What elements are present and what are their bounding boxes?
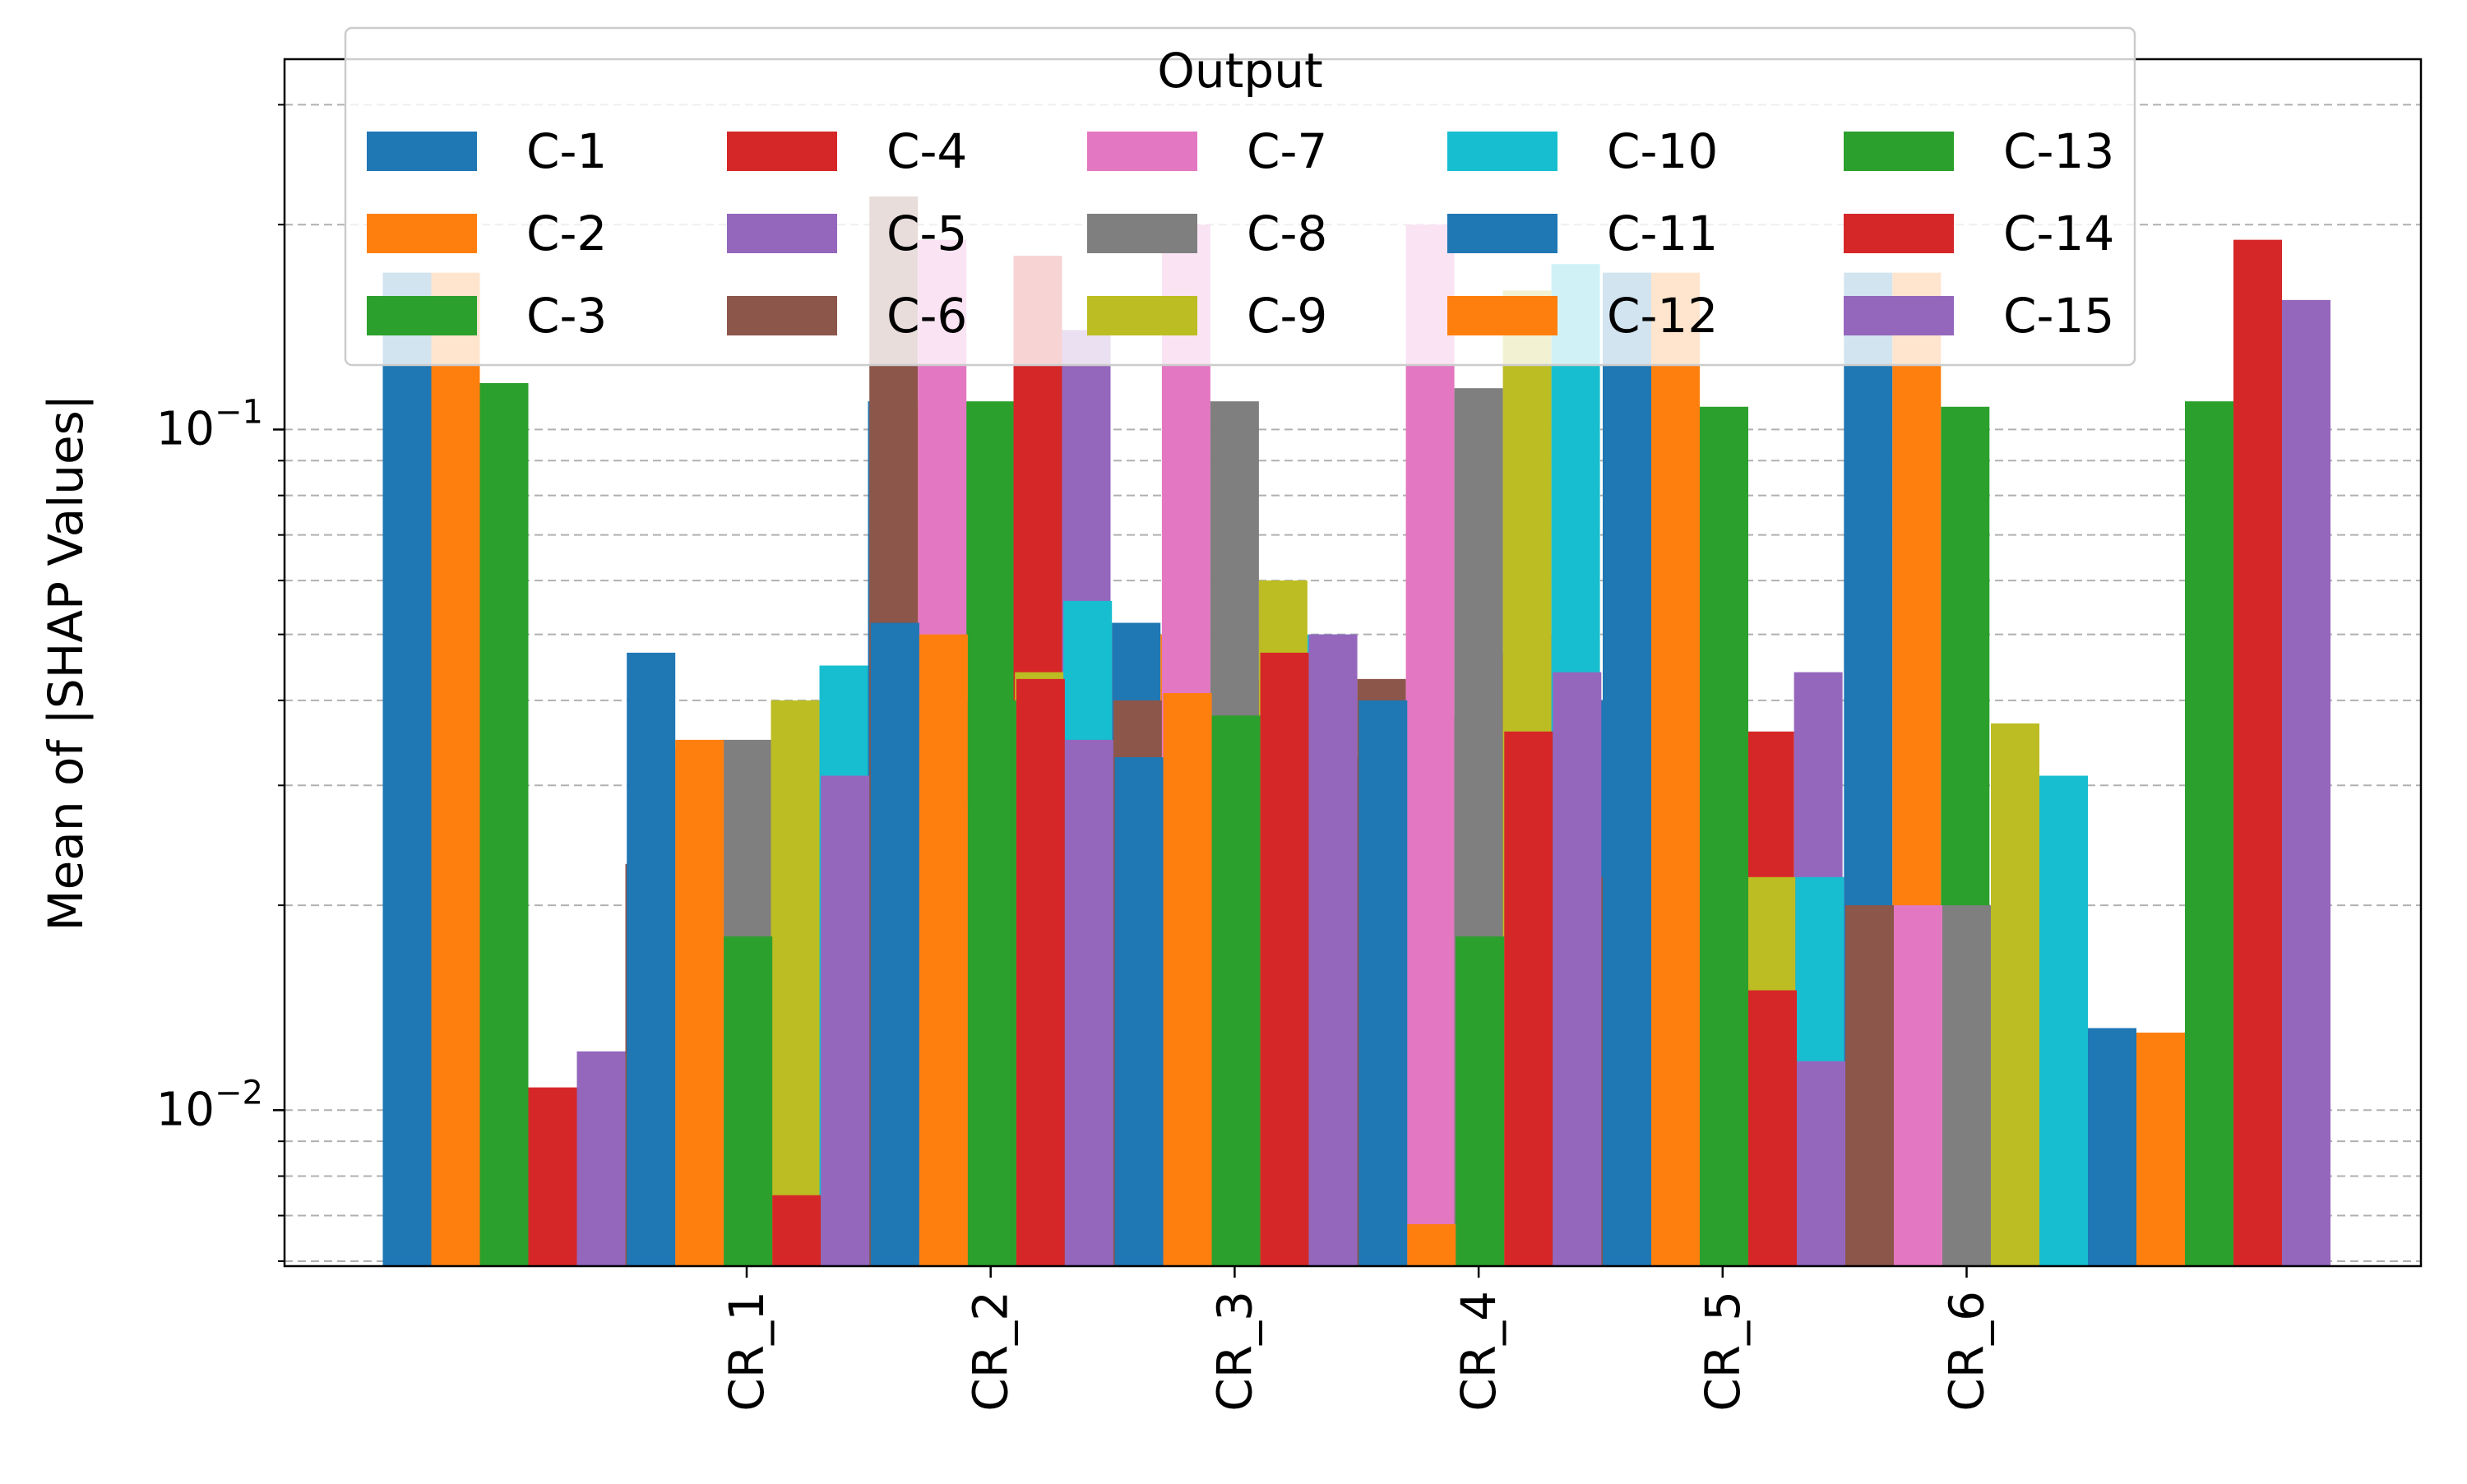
legend-label-C-1: C-1	[526, 123, 607, 179]
y-tick-label: 10−2	[156, 1074, 263, 1136]
bar-C-15-CR_6	[2282, 299, 2330, 1266]
legend-label-C-10: C-10	[1607, 123, 1718, 179]
bar-C-13-CR_6	[2185, 401, 2233, 1267]
legend-swatch-C-1	[367, 132, 477, 171]
bar-C-4-CR_5	[1504, 731, 1553, 1266]
legend: Output C-1C-2C-3C-4C-5C-6C-7C-8C-9C-10C-…	[344, 26, 2136, 367]
legend-swatch-C-12	[1447, 296, 1557, 335]
legend-swatch-C-5	[727, 214, 837, 253]
legend-label-C-4: C-4	[886, 123, 967, 179]
bar-C-1-CR_2	[627, 652, 676, 1266]
y-axis: 10−2 10−1	[156, 104, 285, 1262]
bar-C-11-CR_6	[2088, 1028, 2136, 1266]
bar-C-8-CR_6	[1942, 905, 1991, 1266]
legend-swatch-C-15	[1844, 296, 1954, 335]
y-axis-title: Mean of |SHAP Values|	[38, 395, 94, 932]
bar-C-6-CR_6	[1845, 905, 1894, 1266]
bar-C-1-CR_1	[382, 272, 432, 1266]
bar-C-12-CR_6	[2136, 1032, 2185, 1266]
legend-label-C-9: C-9	[1247, 288, 1327, 344]
bar-C-1-CR_4	[1114, 757, 1164, 1266]
bar-C-3-CR_5	[1456, 936, 1505, 1266]
bar-C-2-CR_3	[919, 634, 968, 1266]
legend-label-C-2: C-2	[526, 206, 607, 261]
bars	[382, 196, 2330, 1267]
bar-C-5-CR_4	[1308, 634, 1358, 1266]
bar-C-5-CR_2	[821, 775, 870, 1266]
x-tick-label: CR_6	[1939, 1291, 1995, 1412]
legend-swatch-C-4	[727, 132, 837, 171]
bar-C-14-CR_6	[2233, 239, 2282, 1267]
legend-box	[344, 26, 2136, 367]
x-tick-label: CR_2	[963, 1291, 1019, 1412]
bar-C-5-CR_3	[1064, 739, 1113, 1266]
legend-swatch-C-9	[1087, 296, 1197, 335]
bar-C-1-CR_3	[870, 622, 919, 1266]
bar-C-2-CR_1	[431, 272, 480, 1266]
bar-C-4-CR_3	[1016, 678, 1065, 1266]
y-tick-label: 10−1	[156, 393, 263, 455]
bar-C-3-CR_1	[479, 382, 529, 1266]
legend-label-C-14: C-14	[2003, 206, 2114, 261]
bar-C-1-CR_6	[1603, 272, 1651, 1266]
bar-C-3-CR_3	[967, 700, 1016, 1266]
legend-swatch-C-8	[1087, 214, 1197, 253]
bar-C-9-CR_6	[1991, 723, 2039, 1266]
x-tick-label: CR_5	[1695, 1291, 1751, 1412]
x-tick-label: CR_1	[719, 1291, 775, 1412]
x-tick-label: CR_3	[1206, 1291, 1262, 1412]
legend-label-C-6: C-6	[886, 288, 967, 344]
bar-C-4-CR_4	[1260, 652, 1309, 1266]
bar-C-9-CR_1	[771, 700, 820, 1266]
legend-label-C-7: C-7	[1247, 123, 1327, 179]
legend-swatch-C-11	[1447, 214, 1557, 253]
legend-swatch-C-6	[727, 296, 837, 335]
legend-label-C-8: C-8	[1247, 206, 1327, 261]
legend-items: C-1 C-2 C-3 C-4 C-5 C-6 C-7 C-8 C-9 C-10 C-11 C-12 C…	[367, 123, 2114, 344]
bar-C-5-CR_5	[1553, 672, 1602, 1266]
legend-label-C-15: C-15	[2003, 288, 2114, 344]
legend-label-C-3: C-3	[526, 288, 607, 344]
legend-label-C-12: C-12	[1607, 288, 1718, 344]
legend-swatch-C-2	[367, 214, 477, 253]
legend-label-C-13: C-13	[2003, 123, 2114, 179]
bar-C-4-CR_1	[528, 1087, 577, 1266]
bar-C-7-CR_6	[1894, 905, 1942, 1266]
bar-C-5-CR_1	[576, 1051, 626, 1266]
bar-C-7-CR_4	[1405, 224, 1455, 1266]
bar-C-3-CR_2	[724, 936, 773, 1266]
bar-C-10-CR_6	[2039, 775, 2088, 1266]
bar-C-2-CR_2	[675, 739, 724, 1266]
x-tick-label: CR_4	[1451, 1291, 1507, 1412]
bar-C-5-CR_6	[1797, 1061, 1845, 1266]
x-axis: CR_1 CR_2 CR_3 CR_4 CR_5 CR_6	[719, 1266, 1995, 1412]
legend-title: Output	[1157, 43, 1322, 99]
bar-C-3-CR_4	[1211, 715, 1261, 1266]
legend-swatch-C-10	[1447, 132, 1557, 171]
legend-label-C-5: C-5	[886, 206, 967, 261]
bar-C-2-CR_6	[1651, 272, 1700, 1266]
legend-swatch-C-13	[1844, 132, 1954, 171]
legend-label-C-11: C-11	[1607, 206, 1718, 261]
bar-C-4-CR_2	[772, 1195, 822, 1266]
bar-C-3-CR_6	[1700, 406, 1748, 1267]
bar-C-1-CR_5	[1358, 700, 1408, 1266]
bar-C-4-CR_6	[1748, 990, 1797, 1266]
bar-C-2-CR_5	[1407, 1223, 1456, 1266]
legend-swatch-C-3	[367, 296, 477, 335]
bar-C-2-CR_4	[1163, 692, 1212, 1266]
legend-swatch-C-7	[1087, 132, 1197, 171]
legend-swatch-C-14	[1844, 214, 1954, 253]
